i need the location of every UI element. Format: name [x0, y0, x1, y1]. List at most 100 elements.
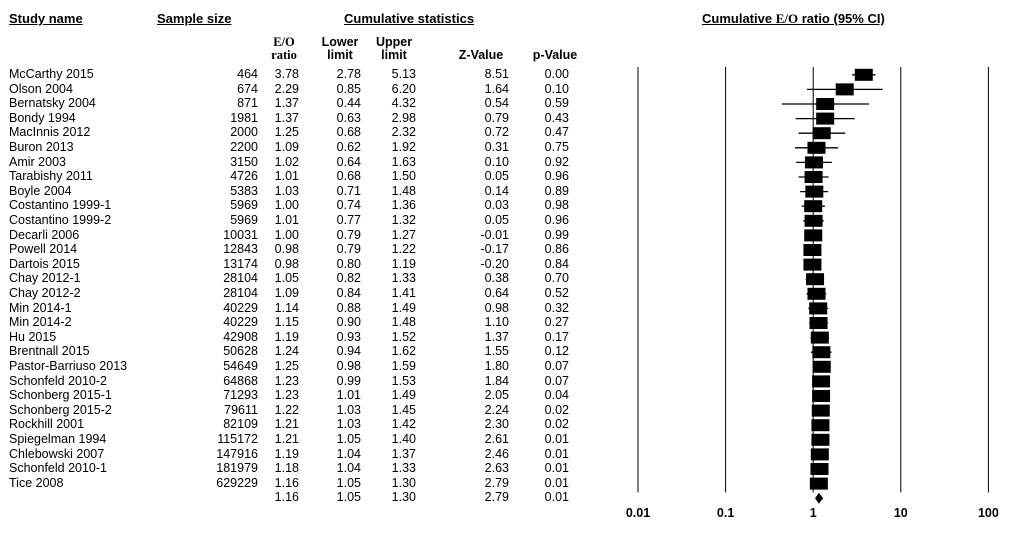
sample-size-cell: 181979	[216, 461, 258, 476]
table-row: Bernatsky 2004 871 1.37 0.44 4.32 0.54 0.59	[0, 96, 630, 111]
lower-limit-cell: 1.04	[336, 446, 361, 461]
ratio-header-line1: E/O	[273, 35, 295, 49]
effect-box	[803, 244, 822, 256]
table-row: Tice 2008 629229 1.16 1.05 1.30 2.79 0.01	[0, 476, 630, 491]
z-value-cell: 0.10	[484, 154, 509, 169]
sample-size-cell: 82109	[223, 417, 258, 432]
upper-limit-cell: 1.50	[391, 169, 416, 184]
p-value-cell: 0.96	[544, 169, 569, 184]
upper-limit-cell: 2.98	[391, 110, 416, 125]
z-value-cell: 1.10	[484, 315, 509, 330]
upper-limit-cell: 1.48	[391, 183, 416, 198]
eo-ratio-cell: 1.14	[274, 300, 299, 315]
upper-header-line1: Upper	[375, 35, 413, 49]
table-row: Chay 2012-1 28104 1.05 0.82 1.33 0.38 0.70	[0, 271, 630, 286]
effect-box	[810, 448, 829, 461]
effect-box	[810, 331, 829, 344]
lower-limit-cell: 1.03	[336, 402, 361, 417]
table-row: Chay 2012-2 28104 1.09 0.84 1.41 0.64 0.52	[0, 286, 630, 301]
upper-limit-cell: 1.22	[391, 242, 416, 257]
summary-row: 1.16 1.05 1.30 2.79 0.01	[0, 490, 630, 505]
eo-ratio-cell: 1.16	[274, 490, 299, 505]
p-value-cell: 0.07	[544, 359, 569, 373]
study-name-cell: MacInnis 2012	[9, 125, 91, 140]
table-row: Tarabishy 2011 4726 1.01 0.68 1.50 0.05 0.96	[0, 169, 630, 184]
table-row: Schonfeld 2010-1 181979 1.18 1.04 1.33 2.63 0.…	[0, 461, 630, 476]
eo-ratio-cell: 1.19	[274, 446, 299, 461]
sample-size-cell: 2000	[230, 125, 258, 140]
z-value-cell: 0.54	[484, 96, 509, 111]
study-name-cell: Dartois 2015	[9, 256, 80, 271]
effect-box	[807, 141, 826, 154]
upper-limit-cell: 2.32	[391, 125, 416, 140]
p-value-cell: 0.02	[544, 402, 569, 417]
lower-limit-cell: 0.74	[336, 198, 361, 213]
table-row: Amir 2003 3150 1.02 0.64 1.63 0.10 0.92	[0, 155, 630, 170]
study-name-cell: Schonfeld 2010-2	[9, 373, 107, 388]
lower-limit-cell: 1.01	[336, 388, 361, 403]
sample-size-cell: 629229	[216, 475, 258, 490]
p-value-cell: 0.89	[544, 183, 569, 198]
sample-size-cell: 42908	[223, 329, 258, 344]
upper-limit-cell: 1.30	[391, 475, 416, 490]
z-value-cell: 1.80	[484, 359, 509, 373]
lower-limit-cell: 1.03	[336, 417, 361, 432]
effect-box	[804, 229, 823, 242]
p-value-cell: 0.84	[544, 256, 569, 271]
effect-box	[803, 258, 822, 271]
upper-limit-cell: 1.49	[391, 300, 416, 315]
upper-limit-cell: 1.92	[391, 140, 416, 154]
study-name-cell: Rockhill 2001	[9, 417, 85, 432]
eo-ratio-cell: 1.18	[274, 461, 299, 476]
lower-limit-cell: 0.44	[336, 96, 361, 111]
p-value-cell: 0.96	[544, 213, 569, 227]
z-value-cell: 2.24	[484, 402, 509, 417]
effect-box	[854, 68, 873, 81]
sample-size-cell: 5969	[230, 213, 258, 227]
table-row: Buron 2013 2200 1.09 0.62 1.92 0.31 0.75	[0, 140, 630, 155]
table-row: Decarli 2006 10031 1.00 0.79 1.27 -0.01 0.99	[0, 228, 630, 243]
study-name-cell: Bernatsky 2004	[9, 96, 96, 111]
study-name-cell: Min 2014-2	[9, 315, 72, 330]
eo-ratio-cell: 1.37	[274, 96, 299, 111]
p-value-cell: 0.99	[544, 227, 569, 242]
z-value-cell: 2.79	[484, 475, 509, 490]
upper-limit-cell: 6.20	[391, 81, 416, 96]
eo-ratio-cell: 0.98	[274, 242, 299, 257]
sample-size-cell: 5969	[230, 198, 258, 213]
p-value-cell: 0.17	[544, 329, 569, 344]
x-tick-label: 0.01	[626, 506, 650, 520]
study-name-cell: Powell 2014	[9, 242, 78, 257]
eo-ratio-cell: 1.05	[274, 271, 299, 286]
p-value-cell: 0.01	[544, 490, 569, 505]
eo-ratio-cell: 1.03	[274, 183, 299, 198]
study-name-cell: Hu 2015	[9, 329, 57, 344]
table-row: Costantino 1999-2 5969 1.01 0.77 1.32 0.05 0.9…	[0, 213, 630, 228]
z-value-cell: 2.63	[484, 461, 509, 476]
sample-size-cell: 115172	[217, 432, 258, 446]
eo-ratio-cell: 1.00	[274, 227, 299, 242]
effect-box	[804, 200, 823, 213]
p-value-cell: 0.12	[544, 344, 569, 359]
table-row: Boyle 2004 5383 1.03 0.71 1.48 0.14 0.89	[0, 184, 630, 199]
effect-box	[805, 185, 824, 198]
z-value-cell: 0.72	[484, 125, 509, 140]
z-value-cell: -0.17	[480, 242, 510, 257]
plot-title-prefix: Cumulative	[702, 11, 776, 26]
z-value-cell: 0.14	[484, 183, 509, 198]
table-row: Min 2014-2 40229 1.15 0.90 1.48 1.10 0.27	[0, 315, 630, 330]
p-value-cell: 0.01	[544, 432, 569, 446]
p-value-cell: 0.86	[544, 242, 569, 257]
upper-limit-cell: 1.30	[391, 490, 416, 505]
study-name-cell: Tice 2008	[9, 475, 64, 490]
sample-size-cell: 28104	[223, 286, 258, 300]
z-value-cell: 8.51	[484, 67, 509, 81]
table-row: MacInnis 2012 2000 1.25 0.68 2.32 0.72 0.47	[0, 125, 630, 140]
effect-box	[812, 360, 831, 373]
study-name-cell: Decarli 2006	[9, 227, 80, 242]
upper-limit-column-header: Upper limit	[370, 36, 418, 62]
effect-box	[811, 404, 830, 417]
sample-size-cell: 464	[237, 67, 258, 81]
study-name-cell: Chay 2012-2	[9, 286, 81, 300]
z-value-cell: 0.79	[484, 110, 509, 125]
